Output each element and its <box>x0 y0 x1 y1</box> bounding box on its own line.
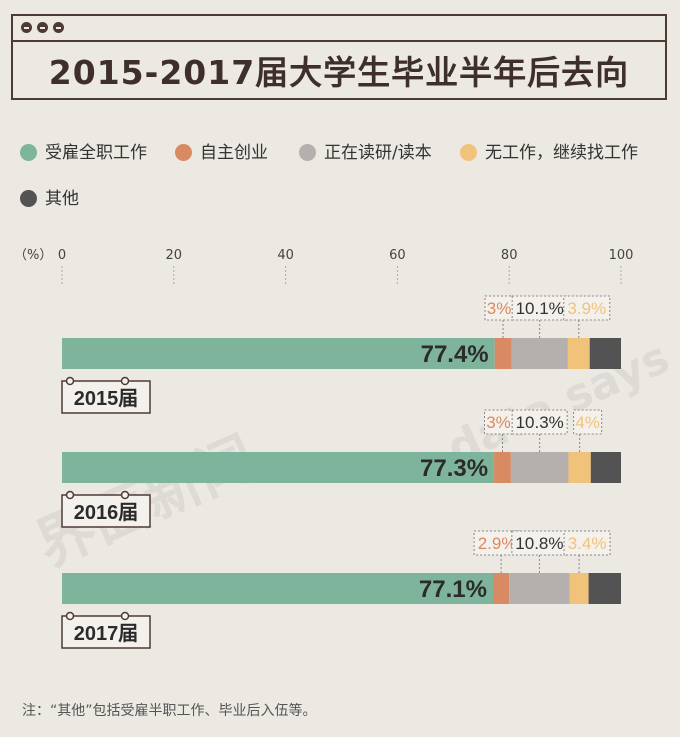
window-dot-icon <box>53 22 64 33</box>
bar-segment-2 <box>509 573 570 604</box>
category-label: 2017届 <box>74 623 139 645</box>
legend-label: 自主创业 <box>200 143 268 163</box>
bar-segment-1 <box>494 452 511 483</box>
category-pin-icon <box>120 376 130 386</box>
bar-segment-0 <box>62 573 493 604</box>
data-label-box <box>511 530 568 556</box>
data-label: 10.8% <box>515 534 563 553</box>
legend-swatch <box>299 144 316 161</box>
bar-segment-0 <box>62 338 495 369</box>
bar-segment-3 <box>567 338 590 369</box>
category-pin-icon <box>120 490 130 500</box>
data-label: 4% <box>575 413 600 432</box>
window-dot-icon <box>21 22 32 33</box>
data-label-box <box>484 295 514 321</box>
category-pin-icon <box>65 376 75 386</box>
data-label-box <box>573 409 603 435</box>
legend-item-other: 其他 <box>20 189 79 209</box>
x-tick-label: 0 <box>58 248 66 263</box>
bar-segment-0 <box>62 452 495 483</box>
data-label-box <box>511 409 568 435</box>
data-label-main: 77.4% <box>421 341 489 368</box>
chart-title: 2015-2017届大学生毕业半年后去向 <box>48 53 630 92</box>
data-label-main: 77.1% <box>419 576 487 603</box>
category-label: 2016届 <box>74 502 139 524</box>
data-label-box <box>483 409 513 435</box>
bar-segment-3 <box>569 573 589 604</box>
data-label: 3% <box>486 413 511 432</box>
data-label: 2.9% <box>478 534 517 553</box>
data-label-main: 77.3% <box>420 455 488 482</box>
category-pin-icon <box>120 611 130 621</box>
category-pin-icon <box>65 611 75 621</box>
data-label: 3.9% <box>567 299 606 318</box>
legend-item-jobseeking: 无工作，继续找工作 <box>460 143 638 163</box>
bar-segment-3 <box>568 452 591 483</box>
category-label-box <box>61 615 151 649</box>
x-tick-label: 20 <box>166 248 183 263</box>
window-bar <box>13 16 665 42</box>
footnote: 注：“其他”包括受雇半职工作、毕业后入伍等。 <box>22 703 317 719</box>
category-label-box <box>61 380 151 414</box>
data-label-box <box>563 530 611 556</box>
data-label: 10.3% <box>516 413 564 432</box>
bar-segment-1 <box>492 573 510 604</box>
legend-item-employed: 受雇全职工作 <box>20 143 147 163</box>
title-window: 2015-2017届大学生毕业半年后去向 <box>11 14 667 100</box>
data-label: 3.4% <box>568 534 607 553</box>
data-label: 10.1% <box>516 299 564 318</box>
x-tick-label: 60 <box>389 248 406 263</box>
data-label-box <box>511 295 568 321</box>
legend-swatch <box>460 144 477 161</box>
bar-segment-4 <box>590 452 621 483</box>
legend-label: 其他 <box>45 189 79 209</box>
legend-item-study: 正在读研/读本 <box>299 143 432 163</box>
category-label: 2015届 <box>74 388 139 410</box>
category-label-box <box>61 494 151 528</box>
x-tick-label: 40 <box>277 248 294 263</box>
bar-segment-2 <box>511 338 568 369</box>
bar-segment-1 <box>494 338 512 369</box>
data-label-box <box>563 295 611 321</box>
bar-segment-4 <box>588 573 621 604</box>
legend-label: 受雇全职工作 <box>45 143 147 163</box>
category-pin-icon <box>65 490 75 500</box>
legend-swatch <box>20 144 37 161</box>
x-tick-label: 100 <box>609 248 634 263</box>
window-dot-icon <box>37 22 48 33</box>
bar-segment-2 <box>510 452 569 483</box>
x-tick-label: 80 <box>501 248 518 263</box>
legend-label: 正在读研/读本 <box>324 143 432 163</box>
legend-label: 无工作，继续找工作 <box>485 143 638 163</box>
legend-swatch <box>20 190 37 207</box>
data-label: 3% <box>487 299 512 318</box>
legend-item-startup: 自主创业 <box>175 143 268 163</box>
bar-segment-4 <box>589 338 621 369</box>
legend-swatch <box>175 144 192 161</box>
axis-unit-label: （%） <box>14 248 52 263</box>
